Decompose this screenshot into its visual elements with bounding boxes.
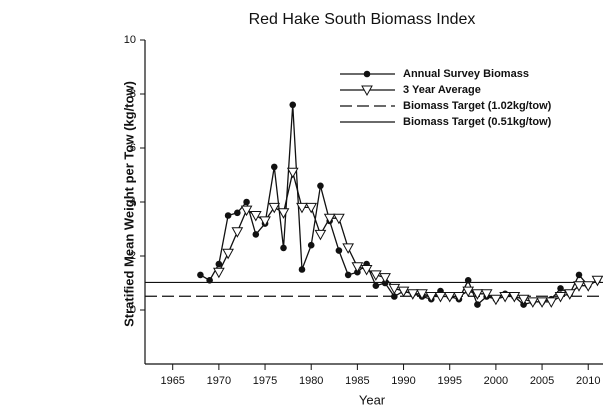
data-point	[305, 202, 318, 214]
x-tick-label: 2005	[530, 375, 554, 387]
data-point	[464, 277, 472, 284]
data-point	[545, 297, 558, 308]
data-point	[575, 271, 583, 279]
data-point	[277, 208, 290, 219]
x-tick-label: 1980	[299, 375, 323, 387]
data-point	[307, 241, 315, 249]
x-tick-label: 1995	[437, 375, 461, 387]
data-point	[197, 271, 204, 279]
data-point	[517, 294, 530, 306]
legend-marker	[363, 70, 371, 78]
data-point	[259, 216, 271, 227]
legend-marker	[361, 85, 373, 97]
y-tick-label: 8	[130, 88, 136, 100]
data-point	[351, 262, 364, 273]
data-point	[213, 267, 225, 279]
data-point	[286, 167, 299, 179]
data-point	[296, 202, 308, 214]
chart-title: Red Hake South Biomass Index	[249, 11, 476, 28]
y-tick-label: 10	[124, 34, 136, 46]
data-point	[317, 182, 324, 190]
data-point	[397, 286, 410, 298]
data-point	[582, 281, 595, 292]
data-point	[425, 292, 438, 303]
data-point	[206, 277, 213, 284]
data-point	[231, 227, 244, 238]
data-point	[372, 282, 380, 290]
x-tick-label: 1990	[391, 375, 415, 387]
data-point	[388, 283, 401, 295]
x-tick-label: 1975	[253, 375, 277, 387]
data-point	[563, 289, 576, 300]
data-point	[243, 198, 250, 206]
data-point	[252, 231, 260, 238]
legend-label: Biomass Target (0.51kg/tow)	[403, 116, 552, 128]
data-point	[280, 244, 287, 252]
data-point	[443, 292, 456, 303]
data-point	[591, 275, 603, 287]
x-tick-label: 1970	[207, 375, 231, 387]
legend-label: Annual Survey Biomass	[403, 68, 529, 80]
legend-label: Biomass Target (1.02kg/tow)	[403, 100, 552, 112]
data-point	[215, 260, 223, 268]
legend-label: 3 Year Average	[403, 84, 481, 96]
data-point	[462, 286, 475, 298]
data-point	[222, 248, 234, 260]
data-point	[344, 271, 352, 279]
data-point	[416, 289, 428, 300]
x-tick-label: 1965	[160, 375, 184, 387]
data-point	[536, 297, 548, 308]
data-point	[573, 281, 585, 292]
data-point	[323, 213, 336, 225]
series-line	[200, 104, 598, 306]
data-point	[240, 205, 253, 217]
data-point	[434, 292, 447, 303]
data-point	[270, 163, 278, 171]
data-point	[554, 292, 567, 303]
y-axis-label: Stratified Mean Weight per Tow (kg/tow)	[121, 81, 136, 327]
data-point	[289, 101, 297, 109]
y-tick-label: 6	[130, 142, 136, 154]
data-point	[499, 292, 511, 303]
y-tick-label: 4	[130, 196, 136, 208]
data-point	[490, 294, 502, 306]
x-tick-label: 1985	[345, 375, 369, 387]
data-point	[453, 292, 465, 303]
data-point	[298, 266, 306, 273]
data-point	[508, 292, 521, 303]
data-point	[249, 211, 262, 222]
data-point	[471, 289, 484, 300]
data-point	[379, 273, 391, 284]
data-point	[342, 243, 354, 254]
data-point	[391, 293, 398, 300]
data-point	[234, 209, 241, 217]
x-axis-label: Year	[359, 392, 386, 407]
data-point	[224, 212, 232, 219]
data-point	[333, 213, 345, 225]
data-point	[314, 229, 327, 241]
data-point	[474, 301, 481, 308]
data-point	[480, 289, 493, 300]
x-tick-label: 2010	[576, 375, 600, 387]
data-point	[557, 285, 564, 292]
data-point	[335, 247, 343, 254]
y-tick-label: 2	[130, 250, 136, 262]
x-tick-label: 2000	[484, 375, 508, 387]
data-point	[526, 297, 539, 308]
data-point	[406, 289, 419, 300]
data-point	[369, 270, 382, 281]
data-point	[360, 265, 373, 276]
y-tick-label: 0	[130, 304, 136, 316]
data-point	[268, 202, 281, 214]
